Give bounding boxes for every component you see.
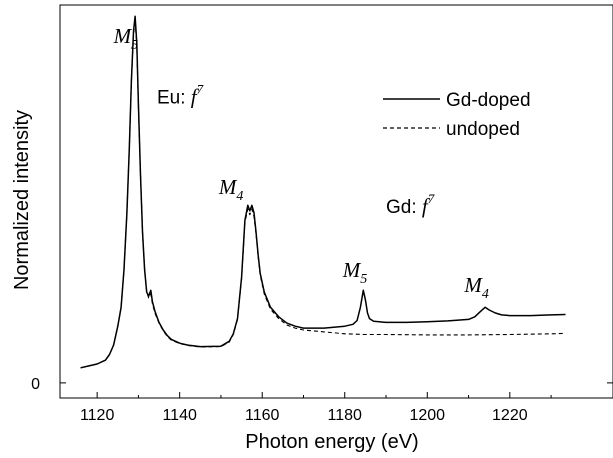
series-line-gd-doped — [80, 15, 566, 369]
peak-annotation: M5 — [342, 258, 368, 287]
x-tick-label: 1200 — [409, 407, 445, 424]
x-tick-label: 1220 — [492, 407, 528, 424]
x-tick-label: 1120 — [80, 407, 115, 424]
y-axis-ticks: 0 — [31, 376, 613, 393]
x-axis-label: Photon energy (eV) — [245, 431, 418, 453]
peak-annotation: M5 — [113, 24, 139, 53]
y-tick-label: 0 — [31, 376, 40, 393]
peak-annotation: M4 — [218, 175, 244, 204]
peak-annotation: M4 — [463, 273, 489, 302]
series-lines — [80, 15, 566, 369]
x-tick-label: 1140 — [162, 407, 197, 424]
legend: Gd-doped undoped — [383, 90, 531, 140]
legend-label-gd-doped: Gd-doped — [446, 90, 531, 111]
x-tick-label: 1180 — [328, 407, 363, 424]
plot-frame — [59, 4, 613, 399]
peak-annotation: Gd: f7 — [386, 191, 435, 218]
legend-label-undoped: undoped — [446, 119, 520, 140]
peak-annotation: Eu: f7 — [157, 81, 204, 108]
series-line-undoped — [80, 19, 566, 369]
y-axis-label: Normalized intensity — [11, 110, 33, 290]
x-axis-ticks: 1120 1140 1160 1180 1200 1220 — [80, 392, 552, 424]
x-tick-label: 1160 — [245, 407, 280, 424]
annotations: M5 Eu: f7 M4 M5 Gd: f7 M4 — [113, 24, 489, 302]
